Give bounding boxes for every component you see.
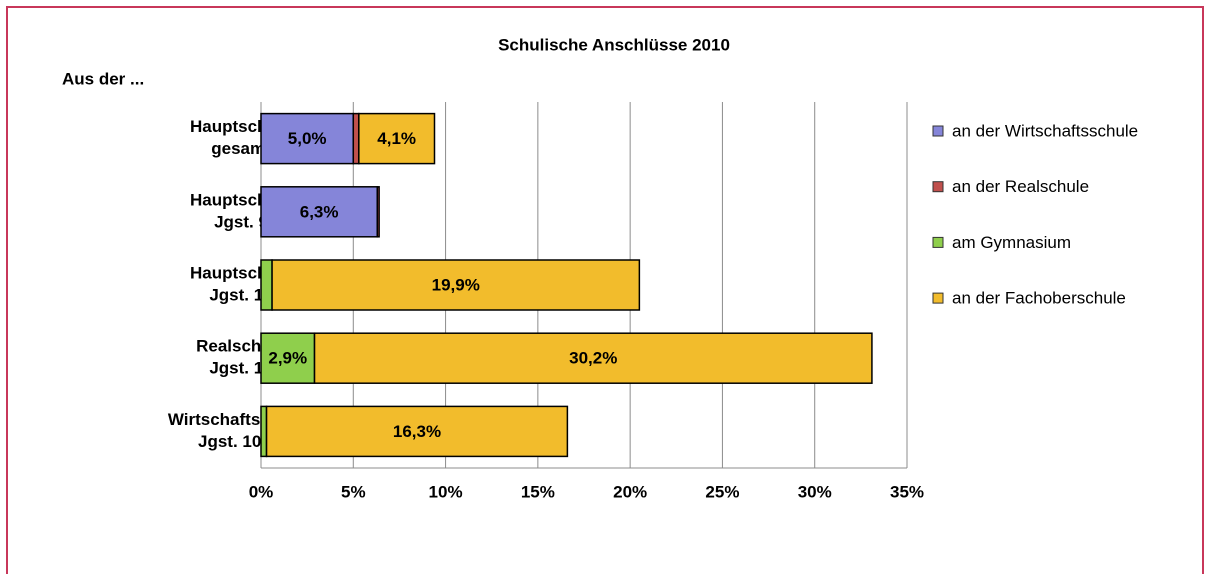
data-label: 19,9% <box>432 275 480 294</box>
legend-swatch <box>932 236 944 248</box>
legend-label: am Gymnasium <box>952 233 1071 252</box>
bar-segment <box>260 259 273 311</box>
chart-title: Schulische Anschlüsse 2010 <box>498 35 730 54</box>
legend-label: an der Wirtschaftsschule <box>952 121 1138 140</box>
x-tick-label: 20% <box>613 482 647 501</box>
bar-segment <box>376 186 380 238</box>
bar-segment <box>358 112 436 165</box>
legend-label: an der Realschule <box>952 177 1089 196</box>
legend-swatch <box>932 181 944 193</box>
data-label: 6,3% <box>300 202 339 221</box>
data-label: 2,9% <box>268 349 307 368</box>
data-label: 16,3% <box>393 422 441 441</box>
legend-label: an der Fachoberschule <box>952 289 1126 308</box>
bar-segment <box>352 112 360 165</box>
data-label: 5,0% <box>288 129 327 148</box>
bar-segment <box>260 186 379 238</box>
x-tick-label: 25% <box>705 482 739 501</box>
x-tick-label: 10% <box>429 482 463 501</box>
axis-title: Aus der ... <box>62 69 144 88</box>
bar-segment <box>265 405 569 458</box>
legend-swatch <box>932 125 944 137</box>
data-label: 30,2% <box>569 349 617 368</box>
frame <box>6 6 1204 574</box>
x-tick-label: 35% <box>890 482 924 501</box>
y-tick-label: Jgst. 9 <box>214 212 268 231</box>
x-tick-label: 5% <box>341 482 366 501</box>
bar-segment <box>260 332 316 384</box>
x-tick-label: 30% <box>798 482 832 501</box>
y-tick-label: gesamt <box>211 139 271 158</box>
bar-segment <box>271 259 641 311</box>
x-tick-label: 15% <box>521 482 555 501</box>
y-tick-label: Jgst. 10 <box>209 359 272 378</box>
data-label: 4,1% <box>377 129 416 148</box>
bar-segment <box>260 405 268 458</box>
bar-segment <box>260 112 355 165</box>
y-tick-label: Jgst. 10 <box>209 285 272 304</box>
x-tick-label: 0% <box>249 482 274 501</box>
legend-swatch <box>932 292 944 304</box>
bar-segment <box>313 332 873 384</box>
